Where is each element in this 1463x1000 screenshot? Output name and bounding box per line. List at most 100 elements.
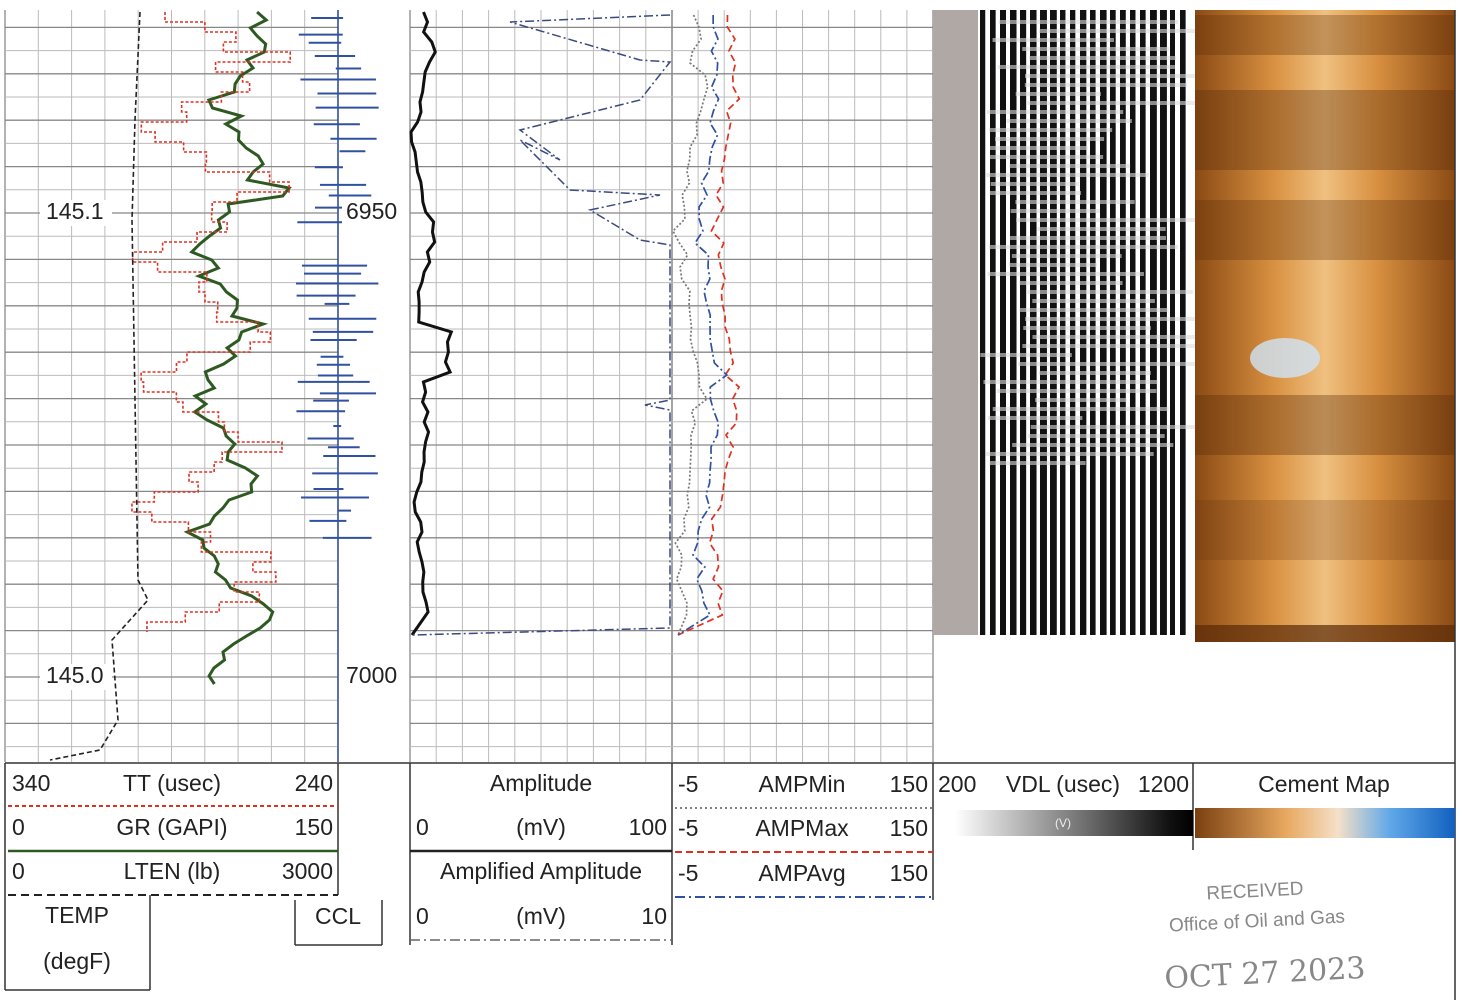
cement-map-image: [1195, 10, 1455, 642]
vdl-noise: [988, 416, 1083, 420]
header-text: 340 TT (usec) 240 0 GR (GAPI) 150 0 LTEN…: [12, 770, 1390, 996]
vdl-noise: [997, 65, 1175, 69]
curve-name: TT (usec): [123, 770, 221, 796]
vdl-stripe: [1060, 10, 1066, 635]
depth-label: 6950: [346, 198, 397, 224]
vdl-stripe: [1080, 10, 1087, 635]
amp-max-curve: [677, 14, 741, 636]
vdl-noise: [1015, 200, 1135, 204]
vdl-noise: [989, 191, 1082, 195]
vdl-gray-band: [933, 10, 978, 635]
vdl-noise: [1025, 317, 1214, 321]
vdl-noise: [1012, 443, 1174, 447]
vdl-noise: [988, 128, 1113, 132]
vdl-noise: [1018, 362, 1216, 366]
vdl-noise: [1019, 308, 1169, 312]
vdl-stripe: [1160, 10, 1167, 635]
vdl-stripe: [990, 10, 996, 635]
vdl-noise: [1030, 425, 1208, 429]
scale-left: 0: [12, 814, 25, 840]
temp-label: 145.1: [46, 198, 104, 224]
scale-left: -5: [678, 771, 698, 797]
scale-left: -5: [678, 860, 698, 886]
vdl-noise: [983, 380, 1158, 384]
gr-curve: [183, 10, 292, 685]
cement-band: [1195, 500, 1455, 560]
vdl-noise: [1027, 101, 1227, 105]
vdl-noise: [1015, 92, 1101, 96]
vdl-stripe: [1010, 10, 1017, 635]
temp-curve: [49, 11, 149, 761]
vdl-noise: [985, 452, 1154, 456]
vdl-stripe: [1020, 10, 1027, 635]
curve-name: AMPAvg: [758, 860, 845, 886]
vdl-stripe: [1090, 10, 1096, 635]
vdl-noise: [1025, 74, 1206, 78]
header: [4, 10, 1456, 1000]
scale-left: 200: [938, 771, 976, 797]
scale-left: 340: [12, 770, 50, 796]
scale-unit: (V): [1055, 816, 1071, 830]
vdl-stripe: [1040, 10, 1047, 635]
cement-map-bands: [1195, 15, 1455, 642]
vdl-noise: [1032, 299, 1155, 303]
curve-name: AMPMin: [759, 771, 846, 797]
vdl-noise: [990, 182, 1080, 186]
scale-right: 3000: [282, 858, 333, 884]
vdl-noise: [1009, 164, 1131, 168]
amp-avg-curve: [677, 14, 729, 636]
vdl-noise: [995, 137, 1105, 141]
curve-name: AMPMax: [755, 815, 849, 841]
cement-band: [1195, 200, 1455, 260]
label-bg: [342, 200, 402, 226]
vdl-stripe: [1120, 10, 1126, 635]
scale-right: 150: [890, 860, 928, 886]
scale-right: 150: [890, 771, 928, 797]
stamp-date: OCT 27 2023: [1164, 951, 1367, 996]
scale-right: 1200: [1138, 771, 1189, 797]
vdl-stripe: [1000, 10, 1007, 635]
vdl-stripe: [1140, 10, 1146, 635]
vdl-noise: [987, 272, 1144, 276]
curve-name: Amplitude: [490, 770, 592, 796]
curve-unit: (mV): [516, 814, 566, 840]
scale-left: 0: [416, 814, 429, 840]
vdl-noise: [1016, 218, 1198, 222]
amp-min-curve: [671, 14, 709, 636]
vdl-noise: [992, 38, 1114, 42]
curve-name: Cement Map: [1258, 771, 1390, 797]
vdl-stripe: [1180, 10, 1186, 635]
curve-name: VDL (usec): [1006, 771, 1120, 797]
scale-left: 0: [12, 858, 25, 884]
tt-curve: [131, 12, 292, 632]
vdl-stripe: [1030, 10, 1037, 635]
vdl-noise: [998, 20, 1179, 24]
vdl-noise: [986, 173, 1149, 177]
amplitude-curve: [409, 11, 454, 636]
vdl-noise: [1011, 254, 1122, 258]
vdl-noise: [989, 461, 1086, 465]
vdl-noise: [1010, 236, 1166, 240]
scale-right: 150: [890, 815, 928, 841]
cement-map-spot: [1250, 338, 1320, 378]
label-bg: [40, 664, 112, 690]
cement-band: [1195, 625, 1455, 642]
vdl-noise: [1022, 344, 1220, 348]
vdl-stripe: [1070, 10, 1076, 635]
vdl-noise: [1010, 209, 1101, 213]
depth-label: 7000: [346, 662, 397, 688]
curve-name: TEMP: [45, 902, 109, 928]
scale-right: 10: [641, 903, 667, 929]
vdl-noise: [986, 110, 1124, 114]
vdl-noise: [1039, 29, 1211, 33]
vdl-stripe: [980, 10, 986, 635]
cement-band: [1195, 90, 1455, 170]
vdl-noise: [1035, 398, 1127, 402]
vdl-stripe: [1050, 10, 1057, 635]
vdl-noise: [990, 155, 1104, 159]
vdl-noise: [1022, 47, 1170, 51]
scale-right: 150: [295, 814, 333, 840]
vdl-noise: [1024, 83, 1188, 87]
curve-unit: (mV): [516, 903, 566, 929]
